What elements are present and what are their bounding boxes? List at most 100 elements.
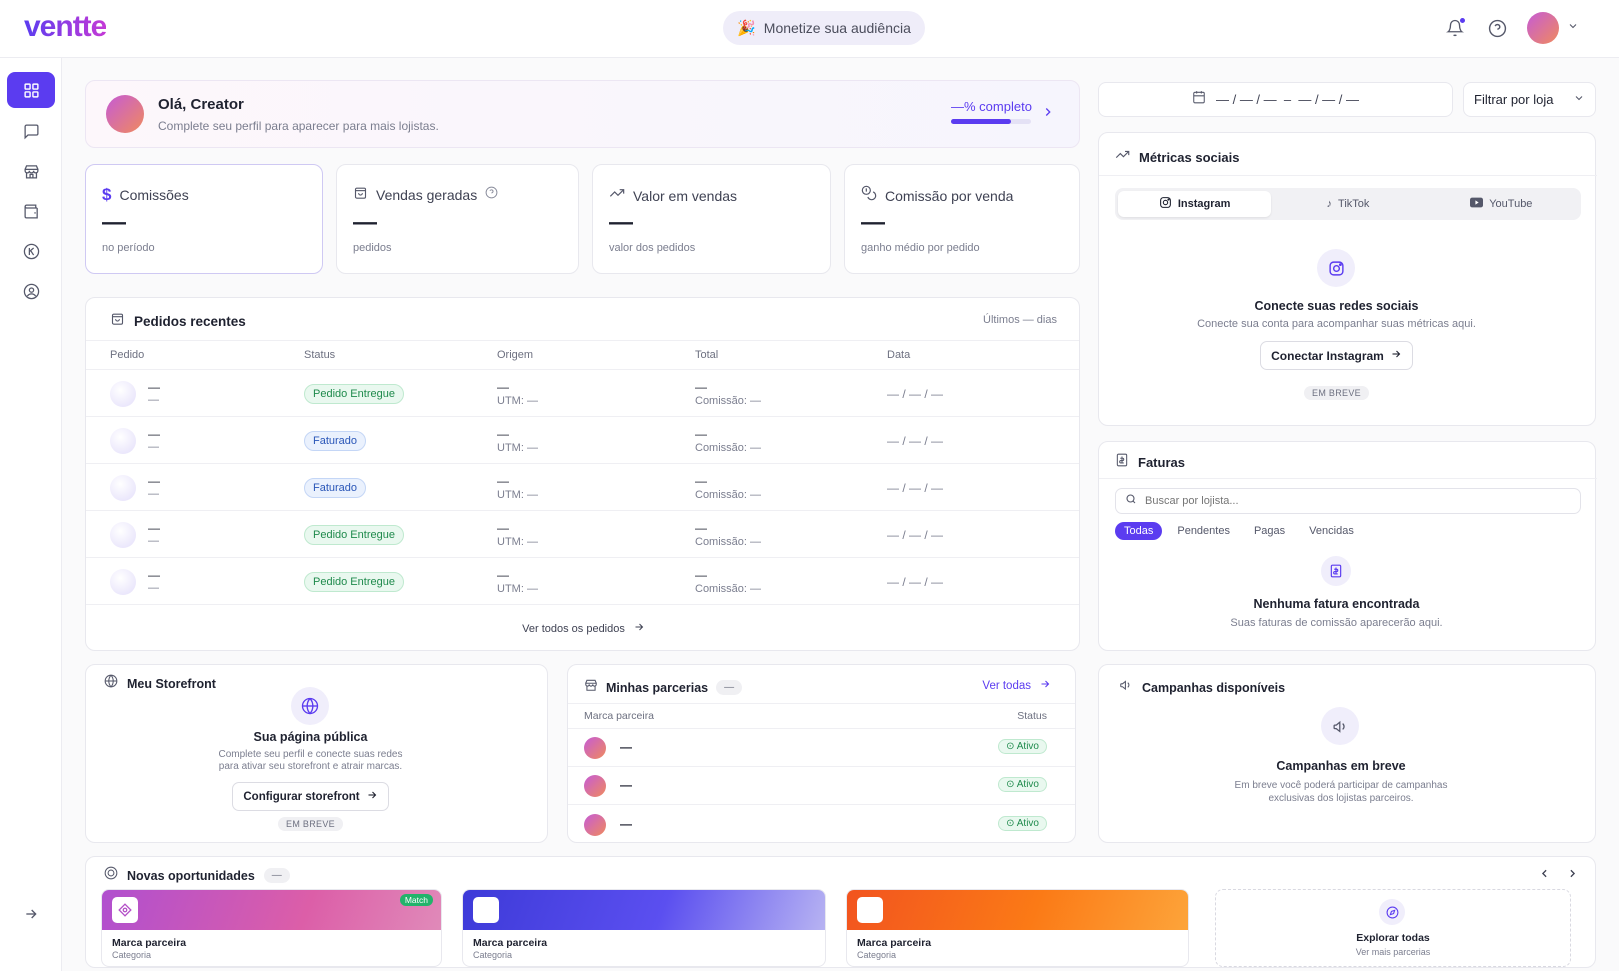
- logo[interactable]: ventte: [24, 10, 107, 43]
- button-label: Conectar Instagram: [1271, 348, 1384, 363]
- col-header: Status: [304, 349, 336, 361]
- partners-header-row: Marca parceira Status: [568, 703, 1075, 727]
- date-range-picker[interactable]: — / — / — – — / — / —: [1098, 82, 1453, 117]
- campaigns-panel: Campanhas disponíveis Campanhas em breve…: [1098, 664, 1596, 843]
- opportunities-title: Novas oportunidades: [127, 868, 255, 883]
- arrow-right-icon: [633, 621, 645, 636]
- order-origin: —: [497, 520, 509, 535]
- status-badge: Pedido Entregue: [304, 383, 404, 404]
- sidebar-item-messages[interactable]: [7, 113, 55, 149]
- promo-button[interactable]: 🎉 Monetize sua audiência: [723, 11, 925, 45]
- explore-all-card[interactable]: Explorar todas Ver mais parcerias: [1215, 889, 1571, 967]
- order-commission: Comissão: —: [695, 488, 762, 501]
- tab-paid[interactable]: Pagas: [1253, 525, 1286, 537]
- tab-pending[interactable]: Pendentes: [1177, 525, 1230, 537]
- recent-orders-panel: Pedidos recentes Últimos — dias Pedido S…: [85, 297, 1080, 651]
- order-commission: Comissão: —: [695, 441, 762, 454]
- table-row[interactable]: — — Faturado — UTM: — — Comissão: — — / — /…: [86, 416, 1079, 463]
- order-avatar: [110, 474, 136, 501]
- tab-tiktok[interactable]: ♪ TikTok: [1271, 191, 1424, 217]
- table-row[interactable]: — — Faturado — UTM: — — Comissão: — — / — /…: [86, 463, 1079, 510]
- order-date: — / — / —: [887, 433, 944, 448]
- opportunity-card[interactable]: Marca parceira Categoria: [846, 889, 1189, 967]
- order-commission: Comissão: —: [695, 535, 762, 548]
- chevron-right-icon[interactable]: [1041, 105, 1055, 124]
- help-icon[interactable]: [1485, 16, 1509, 40]
- order-utm: UTM: —: [497, 582, 538, 595]
- tab-label: Instagram: [1177, 198, 1231, 210]
- status-badge: Faturado: [304, 430, 367, 451]
- order-date: — / — / —: [887, 386, 944, 401]
- user-menu[interactable]: [1527, 12, 1579, 44]
- table-row[interactable]: — ⊙ Ativo: [568, 728, 1075, 766]
- sidebar-item-stores[interactable]: [7, 153, 55, 189]
- globe-icon: [291, 687, 329, 725]
- progress-fill: [951, 119, 1011, 124]
- brand-logo-icon: [857, 897, 883, 923]
- connect-instagram-button[interactable]: Conectar Instagram: [1260, 341, 1413, 370]
- configure-storefront-button[interactable]: Configurar storefront: [232, 782, 389, 811]
- storefront-title: Meu Storefront: [127, 676, 216, 691]
- status-badge: Pedido Entregue: [304, 524, 404, 545]
- order-commission: Comissão: —: [695, 582, 762, 595]
- tiktok-icon: ♪: [1326, 198, 1333, 210]
- sidebar-expand-button[interactable]: [7, 896, 55, 932]
- order-utm: UTM: —: [497, 441, 538, 454]
- tab-label: YouTube: [1489, 198, 1533, 210]
- store-filter-label: Filtrar por loja: [1474, 92, 1554, 107]
- carousel-prev-chevron-left-icon[interactable]: [1538, 867, 1551, 885]
- campaigns-text: exclusivas dos lojistas parceiros.: [1268, 793, 1414, 804]
- order-origin: —: [497, 473, 509, 488]
- invoice-search-field[interactable]: [1115, 488, 1581, 514]
- brand-category: Categoria: [112, 950, 152, 960]
- order-avatar: [110, 380, 136, 407]
- status-badge: Faturado: [304, 477, 367, 498]
- sidebar-item-dashboard[interactable]: [7, 72, 55, 108]
- partnerships-panel: Minhas parcerias — Ver todas Marca parce…: [567, 664, 1076, 843]
- table-row[interactable]: — ⊙ Ativo: [568, 766, 1075, 804]
- notifications-bell-icon[interactable]: [1443, 16, 1467, 40]
- invoice-filter-tabs: Todas Pendentes Pagas Vencidas: [1115, 522, 1363, 540]
- connect-title: Conecte suas redes sociais: [1254, 299, 1419, 313]
- greeting: Olá, Creator: [158, 96, 244, 113]
- table-row[interactable]: — — Pedido Entregue — UTM: — — Comissão: — …: [86, 510, 1079, 557]
- store-icon: [23, 164, 39, 179]
- stat-sub: pedidos: [353, 242, 392, 254]
- arrow-right-icon: [1039, 678, 1051, 693]
- tab-youtube[interactable]: YouTube: [1425, 191, 1578, 217]
- info-icon[interactable]: [485, 186, 498, 204]
- table-row[interactable]: — ⊙ Ativo: [568, 804, 1075, 842]
- profile-banner[interactable]: Olá, Creator Complete seu perfil para ap…: [85, 80, 1080, 148]
- order-utm: UTM: —: [497, 488, 538, 501]
- opportunity-card[interactable]: Match Marca parceira Categoria: [101, 889, 442, 967]
- order-total: —: [695, 379, 707, 394]
- stat-card-sales-value: Valor em vendas — valor dos pedidos: [592, 164, 831, 274]
- stat-label: Comissões: [119, 187, 189, 203]
- stat-card-sales: Vendas geradas — pedidos: [336, 164, 579, 274]
- store-filter-select[interactable]: Filtrar por loja: [1463, 82, 1596, 117]
- chevron-down-icon: [1567, 19, 1579, 37]
- order-total: —: [695, 567, 707, 582]
- sidebar-item-profile[interactable]: [7, 273, 55, 309]
- order-date: — / — / —: [887, 527, 944, 542]
- brand-name: Marca parceira: [112, 937, 187, 949]
- tab-instagram[interactable]: Instagram: [1118, 191, 1272, 217]
- sidebar-item-partners[interactable]: [7, 233, 55, 269]
- order-avatar: [110, 568, 136, 595]
- partner-name: —: [620, 817, 632, 831]
- stat-sub: ganho médio por pedido: [861, 242, 980, 254]
- campaigns-heading: Campanhas em breve: [1276, 759, 1406, 773]
- opportunity-card[interactable]: Marca parceira Categoria: [462, 889, 826, 967]
- table-row[interactable]: — — Pedido Entregue — UTM: — — Comissão: — …: [86, 369, 1079, 416]
- tab-all[interactable]: Todas: [1115, 522, 1163, 540]
- progress-bar: [951, 119, 1031, 124]
- carousel-next-chevron-right-icon[interactable]: [1566, 867, 1579, 885]
- order-sub: —: [148, 534, 159, 547]
- tab-overdue[interactable]: Vencidas: [1309, 525, 1354, 537]
- view-all-partnerships-link[interactable]: Ver todas: [982, 678, 1051, 693]
- explore-title: Explorar todas: [1356, 932, 1430, 944]
- sidebar-item-wallet[interactable]: [7, 193, 55, 229]
- invoice-search-input[interactable]: [1145, 495, 1565, 507]
- view-all-orders-link[interactable]: Ver todos os pedidos: [522, 621, 645, 636]
- table-row[interactable]: — — Pedido Entregue — UTM: — — Comissão: — …: [86, 557, 1079, 604]
